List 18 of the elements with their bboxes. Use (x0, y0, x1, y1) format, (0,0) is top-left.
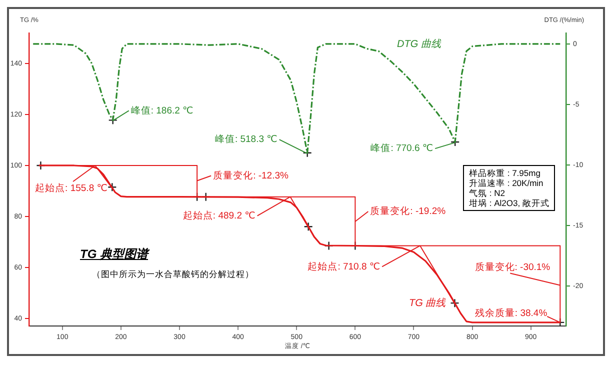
annotation: 峰值: 186.2 ℃ (130, 104, 194, 116)
annotation: 样品称重 : 7.95mg (469, 168, 542, 178)
annotation: 气氛 : N2 (469, 188, 506, 198)
annotation: 坩埚 : Al2O3, 敞开式 (469, 198, 550, 208)
annotation: （图中所示为一水合草酸钙的分解过程） (92, 269, 254, 281)
annotation: 质量变化: -30.1% (474, 260, 551, 273)
annotation: 峰值: 518.3 ℃ (214, 133, 278, 146)
annotation: 峰值: 770.6 ℃ (370, 142, 434, 154)
annotation: TG 典型图谱 (80, 246, 148, 263)
series-label: TG 曲线 (409, 296, 447, 309)
annotation: 起始点: 489.2 ℃ (182, 209, 256, 222)
annotation: 起始点: 710.8 ℃ (308, 260, 380, 272)
annotation: 质量变化: -12.3% (213, 169, 289, 182)
annotation: 起始点: 155.8 ℃ (35, 182, 108, 194)
annotation: 质量变化: -19.2% (370, 205, 446, 218)
annotation: 残余质量: 38.4% (474, 307, 548, 320)
annotation: 升温速率 : 20K/min (469, 178, 544, 188)
series-label: DTG 曲线 (397, 38, 442, 50)
